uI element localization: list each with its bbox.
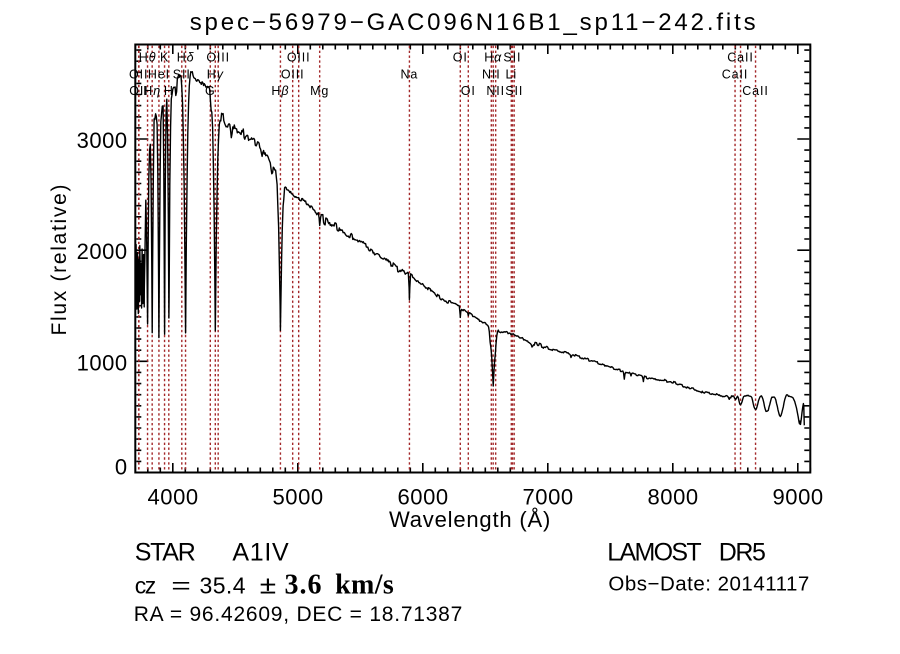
svg-text:OIII: OIII — [281, 67, 305, 81]
svg-text:7000: 7000 — [523, 485, 574, 510]
svg-text:Li: Li — [506, 67, 518, 81]
svg-text:CaII: CaII — [727, 51, 754, 65]
svg-text:2000: 2000 — [77, 239, 128, 264]
svg-text:Hβ: Hβ — [271, 84, 289, 98]
svg-text:3000: 3000 — [77, 128, 128, 153]
svg-text:H: H — [164, 84, 174, 98]
svg-text:NII: NII — [482, 67, 501, 81]
svg-text:35.4: 35.4 — [200, 573, 246, 599]
svg-text:SII: SII — [505, 84, 523, 98]
svg-text:CaII: CaII — [722, 67, 749, 81]
svg-text:1000: 1000 — [77, 350, 128, 375]
svg-text:A1IV: A1IV — [232, 539, 289, 567]
svg-text:Hγ: Hγ — [207, 67, 224, 81]
svg-text:6000: 6000 — [398, 485, 449, 510]
svg-text:SII: SII — [503, 51, 521, 65]
svg-text:OIII: OIII — [287, 51, 311, 65]
svg-text:Wavelength (Å): Wavelength (Å) — [389, 507, 550, 532]
svg-text:OII: OII — [129, 84, 148, 98]
svg-text:OII: OII — [129, 67, 148, 81]
svg-text:CaII: CaII — [742, 84, 769, 98]
svg-text:8000: 8000 — [648, 485, 699, 510]
svg-text:OI: OI — [461, 84, 476, 98]
svg-text:HeI: HeI — [148, 67, 170, 81]
svg-text:Hδ: Hδ — [177, 51, 195, 65]
svg-text:Hθ: Hθ — [139, 51, 157, 65]
svg-text:OI: OI — [453, 51, 468, 65]
svg-text:3.6: 3.6 — [285, 570, 322, 601]
svg-text:DR5: DR5 — [719, 539, 766, 567]
svg-text:Obs−Date: 20141117: Obs−Date: 20141117 — [608, 573, 809, 596]
svg-text:Hα: Hα — [484, 51, 502, 65]
svg-text:5000: 5000 — [273, 485, 324, 510]
svg-text:spec−56979−GAC096N16B1_sp11−24: spec−56979−GAC096N16B1_sp11−242.fits — [190, 9, 756, 36]
svg-text:NII: NII — [486, 84, 505, 98]
svg-text:=: = — [171, 573, 191, 599]
svg-text:km/s: km/s — [335, 570, 394, 601]
svg-text:Mg: Mg — [310, 84, 329, 98]
svg-text:OIII: OIII — [206, 51, 230, 65]
svg-text:4000: 4000 — [148, 485, 199, 510]
svg-text:Na: Na — [401, 67, 419, 81]
svg-text:Flux (relative): Flux (relative) — [48, 185, 71, 336]
svg-text:cz: cz — [135, 573, 157, 599]
svg-text:0: 0 — [115, 454, 127, 479]
svg-text:K: K — [160, 51, 169, 65]
svg-text:LAMOST: LAMOST — [607, 539, 702, 567]
svg-text:9000: 9000 — [773, 485, 824, 510]
svg-text:±: ± — [259, 571, 276, 600]
svg-text:Hη: Hη — [143, 84, 161, 98]
svg-text:STAR: STAR — [135, 539, 196, 567]
svg-text:RA = 96.42609, DEC = 18.7138: RA = 96.42609, DEC = 18.71387 — [134, 603, 463, 626]
